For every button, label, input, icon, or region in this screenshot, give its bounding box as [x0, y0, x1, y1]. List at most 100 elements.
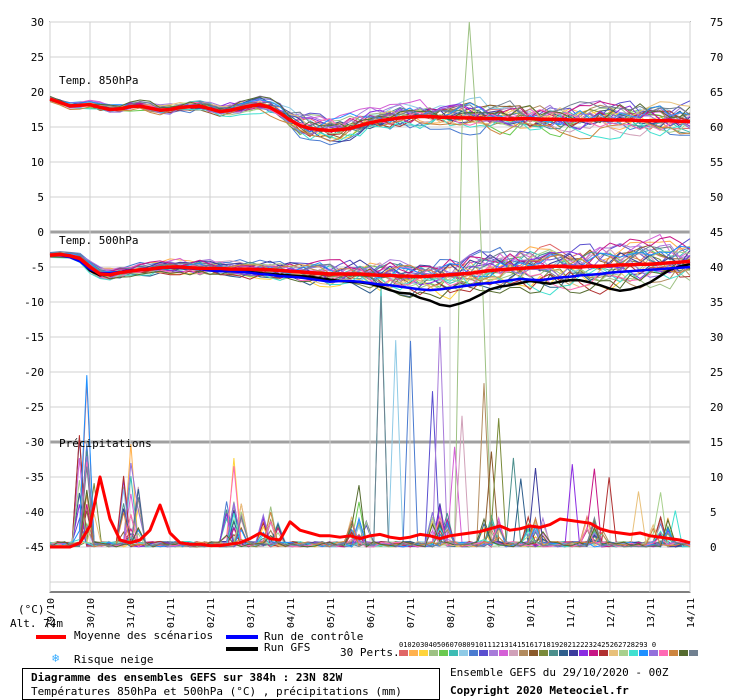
pert-color-box — [669, 650, 678, 656]
altitude-label: Alt. 74m — [10, 617, 63, 630]
right-tick-label: 70 — [710, 51, 723, 64]
date-label: 31/10 — [126, 598, 137, 628]
main-lines — [49, 97, 691, 549]
panel-label: Temp. 500hPa — [59, 234, 138, 247]
pert-color-box — [529, 650, 538, 656]
pert-color-box — [449, 650, 458, 656]
date-label: 04/11 — [286, 598, 297, 628]
date-label: 11/11 — [566, 598, 577, 628]
precip-mean-line — [50, 475, 691, 549]
left-tick-label: 20 — [31, 86, 44, 99]
right-tick-label: 45 — [710, 226, 723, 239]
pert-color-box — [659, 650, 668, 656]
precip-members — [49, 21, 691, 548]
date-label: 09/11 — [486, 598, 497, 628]
date-label: 29/10 — [46, 598, 57, 628]
left-tick-label: 5 — [37, 191, 44, 204]
date-label: 07/11 — [406, 598, 417, 628]
right-tick-label: 75 — [710, 16, 723, 29]
left-tick-label: 30 — [31, 16, 44, 29]
date-label: 30/10 — [86, 598, 97, 628]
footer-title: Diagramme des ensembles GEFS sur 384h : … — [31, 671, 343, 684]
date-label: 01/11 — [166, 598, 177, 628]
pert-color-box — [489, 650, 498, 656]
left-tick-label: 0 — [37, 226, 44, 239]
perts-numbers: 0102030405060708091011121314151617181920… — [399, 641, 657, 649]
gfs-legend-swatch — [226, 647, 258, 651]
pert-color-box — [549, 650, 558, 656]
footer-subtitle: Températures 850hPa et 500hPa (°C) , pré… — [31, 685, 402, 698]
panel-labels: Temp. 850hPa Temp. 500hPa Précipitations — [59, 74, 152, 450]
right-tick-label: 30 — [710, 331, 723, 344]
right-tick-label: 20 — [710, 401, 723, 414]
date-label: 06/11 — [366, 598, 377, 628]
pert-color-box — [639, 650, 648, 656]
pert-color-box — [499, 650, 508, 656]
left-tick-label: -15 — [24, 331, 44, 344]
left-tick-label: -5 — [31, 261, 44, 274]
left-tick-label: -45 — [24, 541, 44, 554]
temp500-mean-line — [49, 252, 691, 279]
left-tick-label: 15 — [31, 121, 44, 134]
date-label: 14/11 — [686, 598, 697, 628]
left-tick-label: -35 — [24, 471, 44, 484]
pert-color-box — [599, 650, 608, 656]
precip-member-line — [49, 296, 691, 548]
right-tick-label: 10 — [710, 471, 723, 484]
left-tick-label: -25 — [24, 401, 44, 414]
pert-color-box — [569, 650, 578, 656]
pert-color-box — [619, 650, 628, 656]
right-tick-label: 35 — [710, 296, 723, 309]
perts-label: 30 Perts. — [340, 646, 400, 659]
panel-label: Précipitations — [59, 437, 152, 450]
snowflake-icon: ❄ — [52, 651, 60, 665]
ensemble-run-label: Ensemble GEFS du 29/10/2020 - 00Z — [450, 666, 669, 679]
pert-color-box — [439, 650, 448, 656]
right-tick-label: 50 — [710, 191, 723, 204]
right-tick-label: 25 — [710, 366, 723, 379]
pert-color-box — [469, 650, 478, 656]
right-tick-label: 5 — [710, 506, 717, 519]
axis-ticks: 302520151050-5-10-15-20-25-30-35-40-4575… — [24, 16, 723, 628]
footer-box: Diagramme des ensembles GEFS sur 384h : … — [22, 668, 440, 700]
left-tick-label: -40 — [24, 506, 44, 519]
pert-color-box — [419, 650, 428, 656]
pert-color-box — [429, 650, 438, 656]
pert-color-box — [559, 650, 568, 656]
unit-label: (°C) — [18, 603, 45, 616]
pert-color-box — [409, 650, 418, 656]
left-tick-label: -10 — [24, 296, 44, 309]
pert-color-box — [649, 650, 658, 656]
mean-legend-swatch — [36, 635, 66, 639]
control-legend-label: Run de contrôle — [264, 630, 364, 643]
right-tick-label: 55 — [710, 156, 723, 169]
date-label: 08/11 — [446, 598, 457, 628]
date-label: 02/11 — [206, 598, 217, 628]
gfs-legend-label: Run GFS — [264, 641, 311, 654]
copyright-label: Copyright 2020 Meteociel.fr — [450, 684, 629, 697]
right-tick-label: 0 — [710, 541, 717, 554]
pert-color-box — [679, 650, 688, 656]
pert-color-box — [519, 650, 528, 656]
pert-color-box — [589, 650, 598, 656]
pert-color-box — [539, 650, 548, 656]
pert-color-box — [479, 650, 488, 656]
pert-color-box — [579, 650, 588, 656]
left-tick-label: -30 — [24, 436, 44, 449]
date-label: 10/11 — [526, 598, 537, 628]
right-tick-label: 40 — [710, 261, 723, 274]
temp500-member-line — [49, 240, 691, 281]
right-tick-label: 65 — [710, 86, 723, 99]
right-tick-label: 15 — [710, 436, 723, 449]
temp850-mean-line — [49, 97, 690, 133]
temp850-member-line — [49, 96, 691, 131]
date-label: 05/11 — [326, 598, 337, 628]
control-legend-swatch — [226, 635, 258, 639]
snow-legend-label: Risque neige — [74, 653, 154, 666]
date-label: 13/11 — [646, 598, 657, 628]
pert-color-box — [459, 650, 468, 656]
panel-label: Temp. 850hPa — [59, 74, 138, 87]
date-label: 03/11 — [246, 598, 257, 628]
left-tick-label: 25 — [31, 51, 44, 64]
